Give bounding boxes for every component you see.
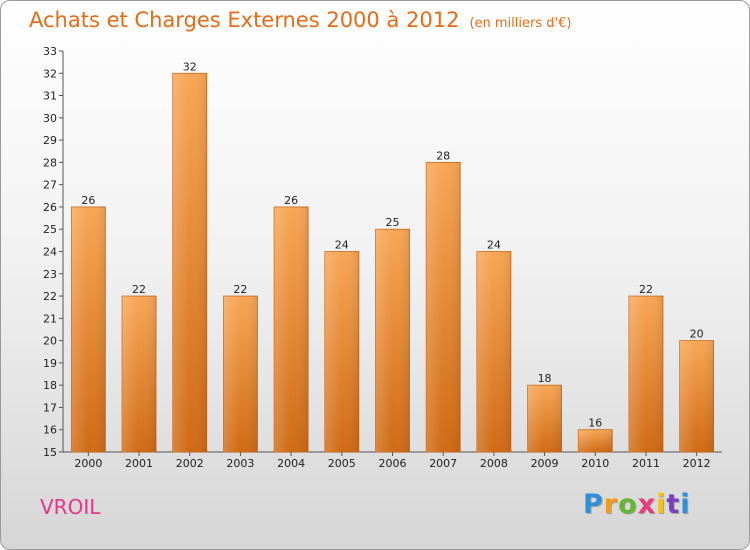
x-tick-label: 2003 — [226, 457, 254, 470]
x-tick-label: 2006 — [379, 457, 407, 470]
logo-letter: P — [583, 489, 604, 520]
x-tick-label: 2008 — [480, 457, 508, 470]
y-tick-label: 25 — [43, 223, 57, 236]
title-text: Achats et Charges Externes 2000 à 2012 — [29, 8, 460, 32]
data-label: 20 — [690, 328, 704, 341]
data-label: 24 — [335, 239, 349, 252]
x-tick-label: 2001 — [125, 457, 153, 470]
data-label: 25 — [386, 216, 400, 229]
title-unit: (en milliers d'€) — [469, 16, 572, 31]
data-label: 22 — [233, 283, 247, 296]
bar-shade — [223, 296, 258, 452]
y-tick-label: 22 — [43, 290, 57, 303]
y-tick-label: 20 — [43, 335, 57, 348]
commune-name: VROIL — [40, 495, 101, 519]
x-tick-label: 2010 — [581, 457, 609, 470]
y-tick-label: 28 — [43, 156, 57, 169]
x-tick-label: 2007 — [429, 457, 457, 470]
bar-shade — [324, 251, 359, 452]
x-tick-label: 2009 — [531, 457, 559, 470]
y-tick-label: 33 — [43, 45, 57, 58]
x-tick-label: 2004 — [277, 457, 305, 470]
data-label: 28 — [436, 149, 450, 162]
y-tick-label: 30 — [43, 112, 57, 125]
y-tick-label: 27 — [43, 179, 57, 192]
y-tick-label: 31 — [43, 90, 57, 103]
bar-shade — [679, 340, 714, 452]
logo-letter: t — [666, 489, 681, 520]
data-label: 24 — [487, 239, 501, 252]
y-tick-label: 16 — [43, 424, 57, 437]
label-layer: 26 22 32 22 26 24 25 28 24 18 16 22 20 — [81, 60, 703, 429]
y-tick-label: 18 — [43, 379, 57, 392]
y-tick-label: 26 — [43, 201, 57, 214]
logo-letter: i — [656, 489, 667, 520]
logo-letter: r — [603, 489, 619, 520]
y-tick-label: 23 — [43, 268, 57, 281]
x-tick-label: 2002 — [176, 457, 204, 470]
logo-letter: x — [637, 489, 657, 520]
y-tick-label: 32 — [43, 67, 57, 80]
data-label: 32 — [183, 60, 197, 73]
data-label: 26 — [284, 194, 298, 207]
y-tick-label: 24 — [43, 246, 57, 259]
bar-shade — [628, 296, 663, 452]
data-label: 16 — [588, 417, 602, 430]
bar-shade — [122, 296, 157, 452]
data-label: 26 — [81, 194, 95, 207]
chart-title: Achats et Charges Externes 2000 à 2012 (e… — [29, 8, 571, 32]
proxiti-logo: Proxiti — [583, 489, 691, 520]
axis-layer: 15 16 17 18 19 20 21 22 23 24 25 26 27 28 29 30 31 32 33 20… — [43, 45, 722, 470]
bar-layer — [70, 72, 715, 453]
data-label: 18 — [538, 372, 552, 385]
bar-shade — [476, 251, 511, 452]
y-tick-label: 29 — [43, 134, 57, 147]
data-label: 22 — [132, 283, 146, 296]
bar-shade — [578, 429, 613, 452]
bar-shade — [172, 73, 207, 453]
y-tick-label: 17 — [43, 401, 57, 414]
bar-shade — [375, 229, 410, 452]
bar-shade — [527, 385, 562, 452]
logo-letter: i — [680, 489, 691, 520]
x-tick-label: 2012 — [683, 457, 711, 470]
bar-shade — [274, 206, 309, 452]
x-tick-label: 2000 — [74, 457, 102, 470]
y-tick-label: 21 — [43, 312, 57, 325]
y-tick-label: 19 — [43, 357, 57, 370]
bar-shade — [71, 206, 106, 452]
x-tick-label: 2011 — [632, 457, 660, 470]
logo-letter: o — [618, 489, 638, 520]
data-label: 22 — [639, 283, 653, 296]
x-tick-label: 2005 — [328, 457, 356, 470]
y-tick-label: 15 — [43, 446, 57, 459]
bar-shade — [426, 162, 461, 452]
